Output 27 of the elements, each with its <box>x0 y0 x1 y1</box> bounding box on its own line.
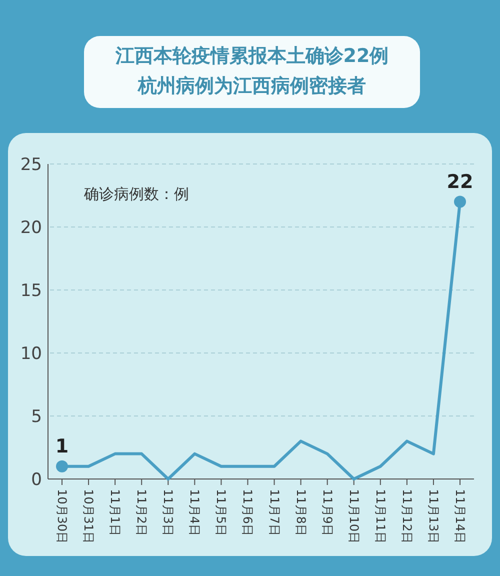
x-tick-label: 11月2日 <box>134 489 149 536</box>
x-tick-label: 11月9日 <box>320 489 334 536</box>
x-tick-label: 11月4日 <box>188 489 202 536</box>
x-tick-label: 10月30日 <box>55 489 69 544</box>
x-tick-label: 11月10日 <box>346 489 361 544</box>
x-tick-label: 11月14日 <box>453 489 467 544</box>
chart-subtitle: 杭州病例为江西病例密接者 <box>137 75 366 97</box>
y-tick-label: 5 <box>31 407 42 427</box>
x-tick-label: 11月7日 <box>267 489 282 536</box>
x-tick-label: 11月8日 <box>294 489 308 536</box>
y-tick-label: 10 <box>20 344 42 364</box>
y-axis-title: 确诊病例数：例 <box>83 185 189 203</box>
y-tick-label: 20 <box>20 218 42 238</box>
y-tick-label: 25 <box>20 155 42 175</box>
x-tick-label: 11月1日 <box>108 489 122 536</box>
x-tick-label: 11月3日 <box>161 489 176 536</box>
chart-title: 江西本轮疫情累报本土确诊22例 <box>114 45 389 67</box>
x-tick-label: 11月12日 <box>400 489 414 544</box>
x-tick-label: 11月11日 <box>373 489 388 544</box>
data-label: 22 <box>446 170 474 193</box>
y-tick-label: 15 <box>20 281 42 301</box>
data-label: 1 <box>55 435 69 458</box>
x-tick-label: 11月6日 <box>240 489 255 536</box>
y-tick-label: 0 <box>31 470 42 490</box>
x-tick-label: 11月13日 <box>426 489 440 544</box>
x-tick-label: 10月31日 <box>82 489 96 544</box>
x-tick-label: 11月5日 <box>214 489 228 536</box>
